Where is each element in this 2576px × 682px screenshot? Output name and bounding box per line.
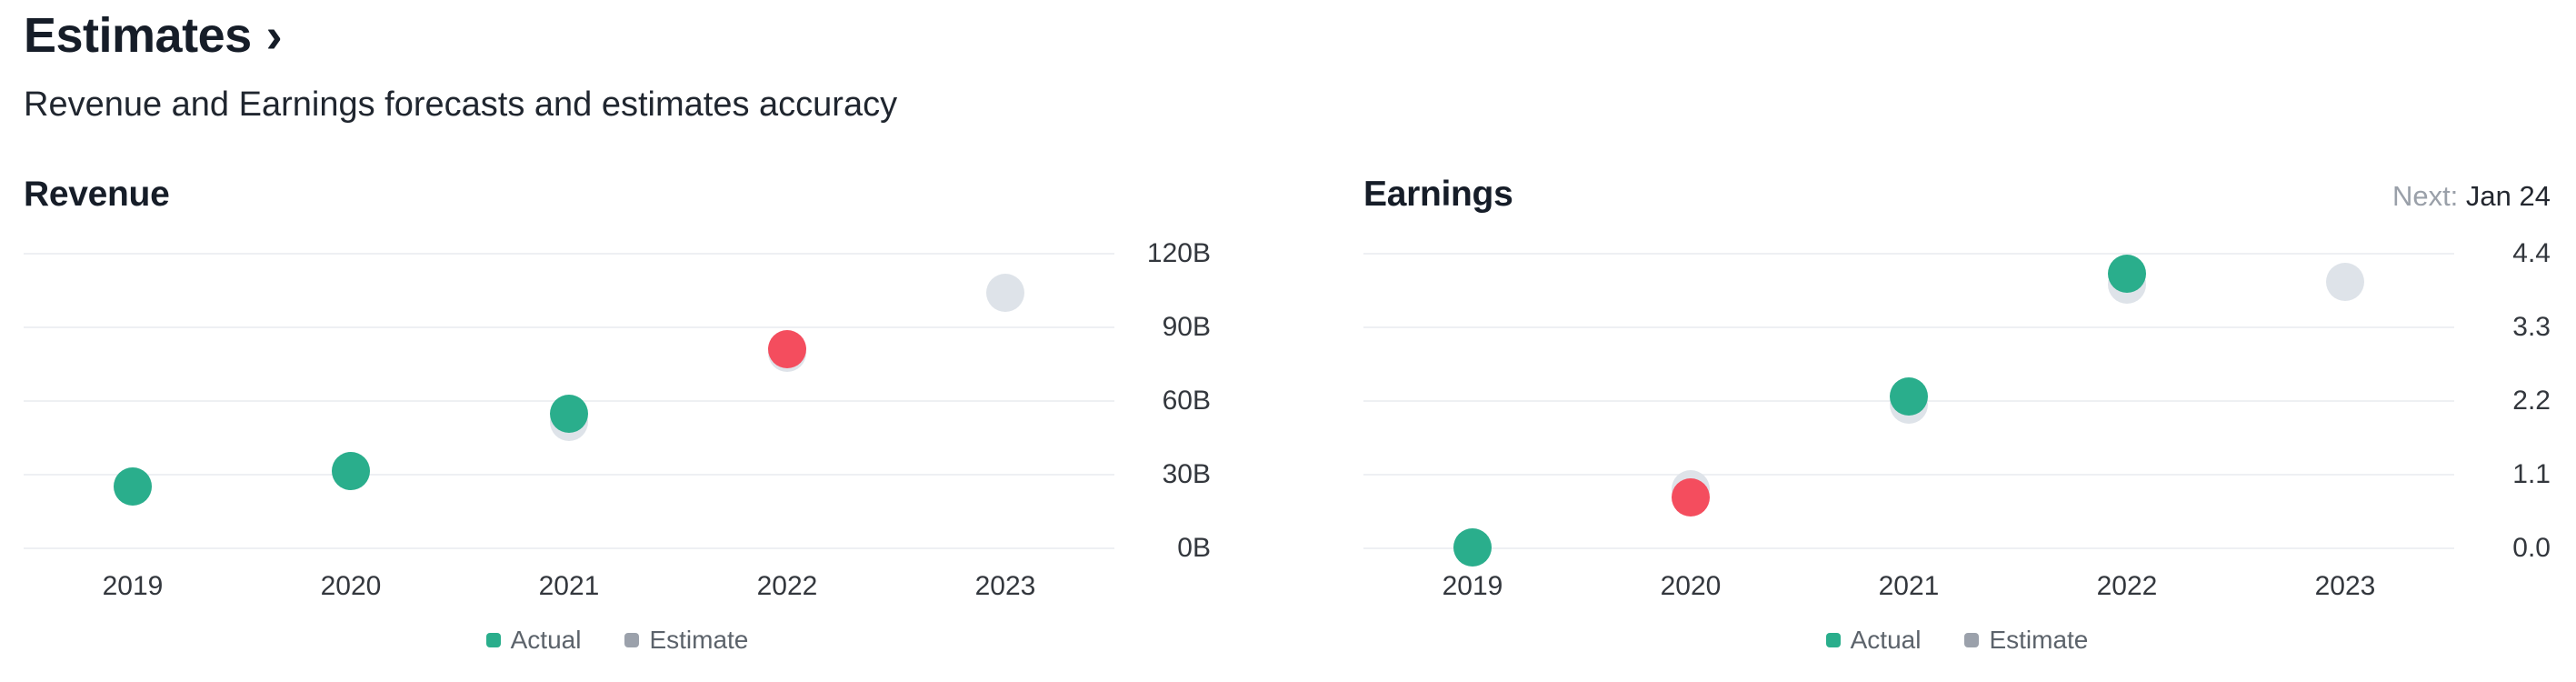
y-tick-label: 4.4 xyxy=(2512,238,2551,268)
next-label: Next: xyxy=(2391,180,2459,212)
actual-swatch-icon xyxy=(1825,633,1841,647)
gridline xyxy=(24,326,1114,328)
x-tick-label: 2023 xyxy=(2314,571,2376,601)
legend-actual-label: Actual xyxy=(1850,626,1922,654)
gridline xyxy=(1363,547,2454,549)
x-tick-label: 2019 xyxy=(102,571,164,601)
x-tick-label: 2020 xyxy=(320,571,382,601)
legend-estimate-label: Estimate xyxy=(1989,626,2089,654)
gridline xyxy=(1363,253,2454,255)
y-tick-label: 120B xyxy=(1146,238,1211,268)
legend-item-actual: Actual xyxy=(485,626,582,655)
legend-item-estimate: Estimate xyxy=(624,626,748,655)
revenue-2020-actual-dot[interactable] xyxy=(332,451,370,490)
revenue-chart-card: Revenue 120B 90B 60B 30B 0B 2019 2020 2021 2022 2… xyxy=(24,0,1211,682)
earnings-legend: Actual Estimate xyxy=(1363,626,2551,655)
estimates-header: Estimates › Revenue and Earnings forecast… xyxy=(24,9,897,124)
estimate-swatch-icon xyxy=(1964,633,1980,647)
y-tick-label: 30B xyxy=(1162,459,1211,489)
earnings-2021-actual-dot[interactable] xyxy=(1890,376,1928,416)
x-tick-label: 2021 xyxy=(1878,571,1940,601)
gridline xyxy=(1363,326,2454,328)
gridline xyxy=(24,474,1114,476)
page-subtitle: Revenue and Earnings forecasts and estim… xyxy=(24,85,898,124)
x-tick-label: 2023 xyxy=(974,571,1036,601)
gridline xyxy=(24,253,1114,255)
earnings-plot-area[interactable]: 4.4 3.3 2.2 1.1 0.0 2019 2020 2021 2022 2023 xyxy=(1363,240,2551,600)
earnings-2020-actual-dot[interactable] xyxy=(1672,478,1710,517)
earnings-chart-card: Earnings Next: Jan 24 4.4 3.3 2.2 1.1 0.0 201… xyxy=(1363,0,2551,682)
earnings-2022-actual-dot[interactable] xyxy=(2108,255,2146,294)
revenue-legend: Actual Estimate xyxy=(24,626,1211,655)
estimate-swatch-icon xyxy=(624,633,640,647)
revenue-2022-actual-dot[interactable] xyxy=(768,330,806,369)
earnings-chart-title: Earnings xyxy=(1363,175,1513,214)
page-title: Estimates xyxy=(24,8,252,63)
estimates-section-link[interactable]: Estimates › xyxy=(24,9,897,62)
revenue-chart-title: Revenue xyxy=(24,175,170,214)
y-tick-label: 0.0 xyxy=(2512,533,2551,563)
revenue-plot-area[interactable]: 120B 90B 60B 30B 0B 2019 2020 2021 2022 2023 xyxy=(24,240,1211,600)
y-tick-label: 60B xyxy=(1162,386,1211,416)
legend-item-actual: Actual xyxy=(1825,626,1922,655)
x-tick-label: 2021 xyxy=(538,571,600,601)
y-tick-label: 2.2 xyxy=(2512,386,2551,416)
gridline xyxy=(24,547,1114,549)
y-tick-label: 1.1 xyxy=(2512,459,2551,489)
earnings-2019-actual-dot[interactable] xyxy=(1453,527,1492,567)
chevron-right-icon: › xyxy=(265,8,283,63)
next-earnings-date: Next: Jan 24 xyxy=(2392,180,2551,213)
x-tick-label: 2020 xyxy=(1660,571,1722,601)
revenue-2019-actual-dot[interactable] xyxy=(114,466,152,506)
y-tick-label: 0B xyxy=(1177,533,1211,563)
y-tick-label: 3.3 xyxy=(2512,312,2551,342)
revenue-2021-actual-dot[interactable] xyxy=(550,395,588,434)
legend-estimate-label: Estimate xyxy=(649,626,749,654)
next-date-value: Jan 24 xyxy=(2465,180,2551,212)
legend-item-estimate: Estimate xyxy=(1964,626,2088,655)
x-tick-label: 2022 xyxy=(756,571,818,601)
actual-swatch-icon xyxy=(485,633,501,647)
legend-actual-label: Actual xyxy=(510,626,582,654)
revenue-2023-estimate-dot[interactable] xyxy=(986,274,1024,313)
x-tick-label: 2022 xyxy=(2096,571,2158,601)
earnings-2023-estimate-dot[interactable] xyxy=(2326,262,2364,301)
gridline xyxy=(1363,474,2454,476)
x-tick-label: 2019 xyxy=(1442,571,1503,601)
y-tick-label: 90B xyxy=(1162,312,1211,342)
